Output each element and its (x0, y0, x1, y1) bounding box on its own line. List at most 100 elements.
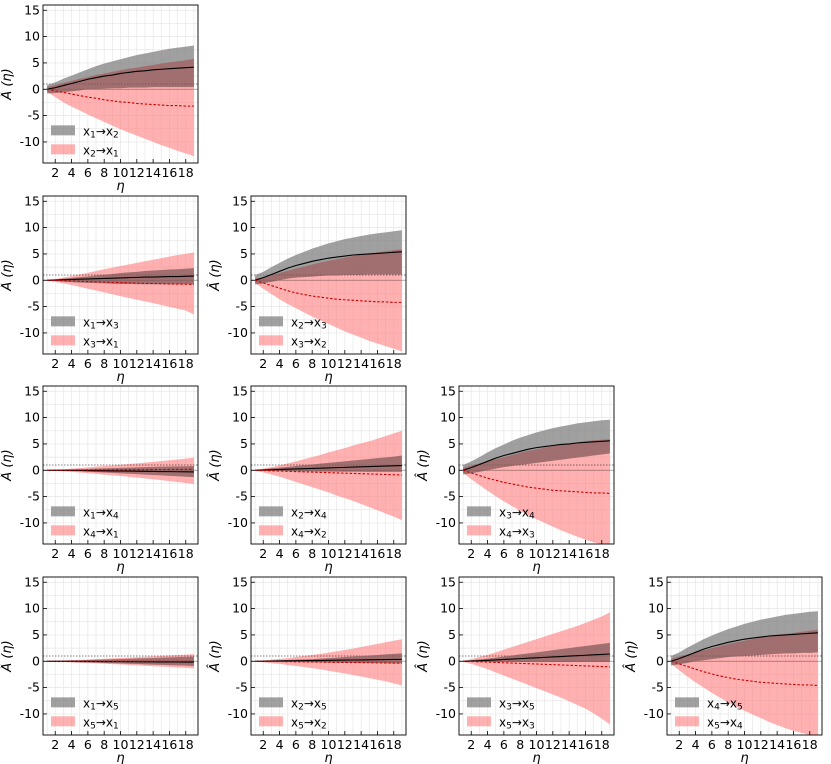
legend: x1→x5 x5→x1 (51, 696, 119, 732)
plot-content (667, 611, 822, 735)
legend-label: x5→x1 (83, 715, 119, 731)
x-tick-label: 2 (51, 356, 59, 371)
y-tick-label: 5 (656, 627, 664, 642)
x-tick-label: 8 (100, 165, 108, 180)
y-tick-label: -10 (20, 706, 40, 721)
y-tick-label: 15 (24, 193, 40, 208)
x-tick-label: 18 (386, 546, 402, 561)
reverse-band (47, 252, 194, 315)
legend-label: x3→x1 (83, 334, 119, 350)
x-tick-label: 10 (737, 737, 753, 752)
y-tick-label: 15 (24, 383, 40, 398)
y-tick-label: 5 (240, 246, 248, 261)
legend-swatch-forward (51, 697, 75, 708)
y-tick-label: -10 (644, 706, 664, 721)
y-axis-label: Â (η) (0, 259, 15, 291)
legend-label: x1→x4 (83, 505, 119, 521)
x-tick-label: 4 (484, 737, 492, 752)
x-tick-label: 10 (321, 356, 337, 371)
x-tick-label: 12 (337, 546, 353, 561)
x-tick-label: 18 (386, 356, 402, 371)
x-tick-label: 8 (724, 737, 732, 752)
x-axis-label: η (324, 370, 332, 385)
x-tick-label: 12 (337, 737, 353, 752)
forward-mean-line (46, 66, 194, 90)
legend-swatch-reverse (675, 716, 699, 727)
x-tick-label: 6 (84, 546, 92, 561)
x-tick-label: 2 (675, 737, 683, 752)
x-tick-label: 8 (100, 737, 108, 752)
legend-label: x2→x5 (291, 696, 327, 712)
y-tick-label: 10 (440, 601, 456, 616)
x-axis-label: η (740, 751, 748, 764)
y-tick-label: 5 (32, 55, 40, 70)
y-tick-label: -10 (20, 325, 40, 340)
x-tick-label: 4 (68, 356, 76, 371)
reverse-mean-line (47, 468, 194, 471)
plot-content (43, 252, 198, 315)
x-tick-label: 14 (353, 356, 369, 371)
y-axis-label: Â (η) (415, 449, 431, 481)
x-tick-label: 18 (594, 546, 610, 561)
legend-swatch-forward (259, 316, 283, 327)
x-tick-label: 6 (292, 737, 300, 752)
x-tick-label: 2 (259, 737, 267, 752)
forward-mean-line (47, 469, 194, 473)
legend-label: x1→x2 (83, 124, 119, 140)
y-tick-label: 0 (32, 81, 40, 96)
x-tick-label: 14 (353, 737, 369, 752)
y-tick-label: 10 (24, 410, 40, 425)
y-tick-label: -5 (28, 299, 40, 314)
x-axis-label: η (324, 560, 332, 575)
reverse-mean-line (46, 88, 194, 107)
legend: x1→x4 x4→x1 (51, 505, 119, 541)
x-tick-label: 10 (113, 356, 129, 371)
legend: x3→x5 x5→x3 (467, 696, 535, 732)
legend: x1→x3 x3→x1 (51, 315, 119, 351)
y-tick-label: -5 (28, 108, 40, 123)
x-tick-label: 14 (353, 546, 369, 561)
forward-mean-line (670, 632, 818, 662)
legend-swatch-forward (259, 506, 283, 517)
legend-swatch-reverse (51, 144, 75, 155)
plot-content (251, 639, 406, 686)
y-tick-label: -5 (236, 680, 248, 695)
y-tick-label: 0 (240, 462, 248, 477)
x-tick-label: 14 (145, 737, 161, 752)
x-tick-label: 8 (516, 737, 524, 752)
x-tick-label: 16 (161, 165, 177, 180)
plot-content (43, 457, 198, 484)
x-tick-label: 4 (276, 356, 284, 371)
x-tick-label: 18 (178, 546, 194, 561)
y-tick-label: -10 (20, 134, 40, 149)
plot-content (459, 612, 614, 725)
legend-swatch-forward (51, 125, 75, 136)
x-tick-label: 16 (161, 546, 177, 561)
legend-swatch-reverse (259, 525, 283, 536)
x-axis-label: η (116, 560, 124, 575)
x-tick-label: 6 (84, 737, 92, 752)
y-tick-label: 15 (648, 574, 664, 589)
legend-label: x4→x3 (499, 524, 535, 540)
y-tick-label: -5 (28, 680, 40, 695)
x-tick-label: 12 (753, 737, 769, 752)
y-tick-label: -10 (228, 325, 248, 340)
y-axis-label: Â (η) (207, 449, 223, 481)
x-tick-label: 8 (308, 737, 316, 752)
x-axis-label: η (116, 751, 124, 764)
x-tick-label: 16 (577, 737, 593, 752)
y-tick-label: -5 (652, 680, 664, 695)
legend-label: x5→x3 (499, 715, 535, 731)
x-tick-label: 2 (259, 546, 267, 561)
x-tick-label: 4 (276, 737, 284, 752)
reverse-mean-line (670, 660, 818, 687)
y-tick-label: -5 (444, 680, 456, 695)
x-tick-label: 18 (594, 737, 610, 752)
x-tick-label: 2 (51, 737, 59, 752)
x-tick-label: 12 (129, 546, 145, 561)
